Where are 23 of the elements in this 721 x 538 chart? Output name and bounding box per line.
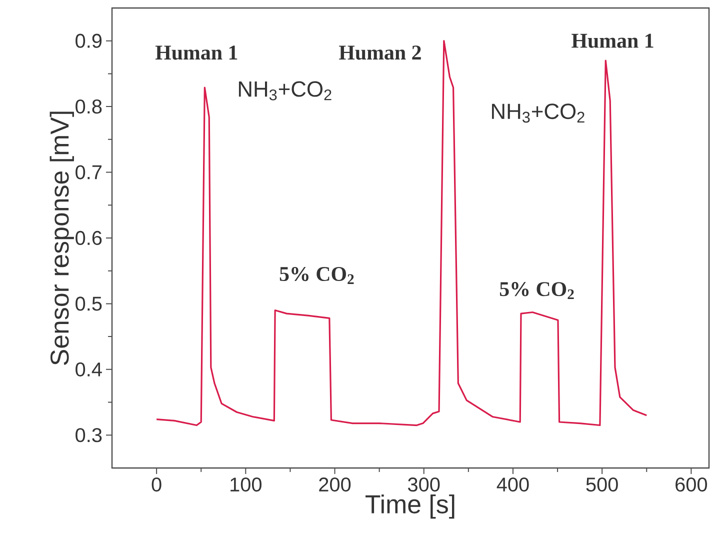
annotation: 5% CO$_{2}$ [280, 266, 354, 284]
y-tick-label: 0.5 [76, 296, 102, 311]
x-tick-label: 100 [230, 478, 262, 492]
annotation: Human 2 [339, 46, 421, 60]
annotation: 5% CO$_{2}$ [500, 282, 574, 300]
x-tick-label: 300 [408, 478, 440, 492]
x-tick-label: 500 [586, 478, 618, 492]
annotation: Human 1 [572, 34, 654, 48]
annotation: NH$_{3}$+CO$_{2}$ [238, 81, 332, 100]
x-axis-title: Time [s] [366, 494, 454, 519]
y-tick-label: 0.8 [76, 100, 102, 114]
y-tick-label: 0.9 [76, 34, 102, 48]
y-tick-label: 0.7 [76, 165, 102, 180]
x-tick-label: 400 [496, 478, 529, 492]
x-tick-label: 0 [152, 478, 162, 492]
y-tick-label: 0.6 [76, 230, 102, 246]
y-axis-title: Sensor response [mV] [50, 112, 74, 365]
annotation: Human 1 [155, 46, 238, 60]
y-tick-label: 0.4 [76, 362, 102, 376]
annotation: NH$_{3}$+CO$_{2}$ [492, 104, 584, 123]
x-tick-label: 600 [676, 478, 708, 492]
y-tick-label: 0.3 [76, 428, 102, 442]
x-tick-label: 200 [319, 478, 351, 492]
